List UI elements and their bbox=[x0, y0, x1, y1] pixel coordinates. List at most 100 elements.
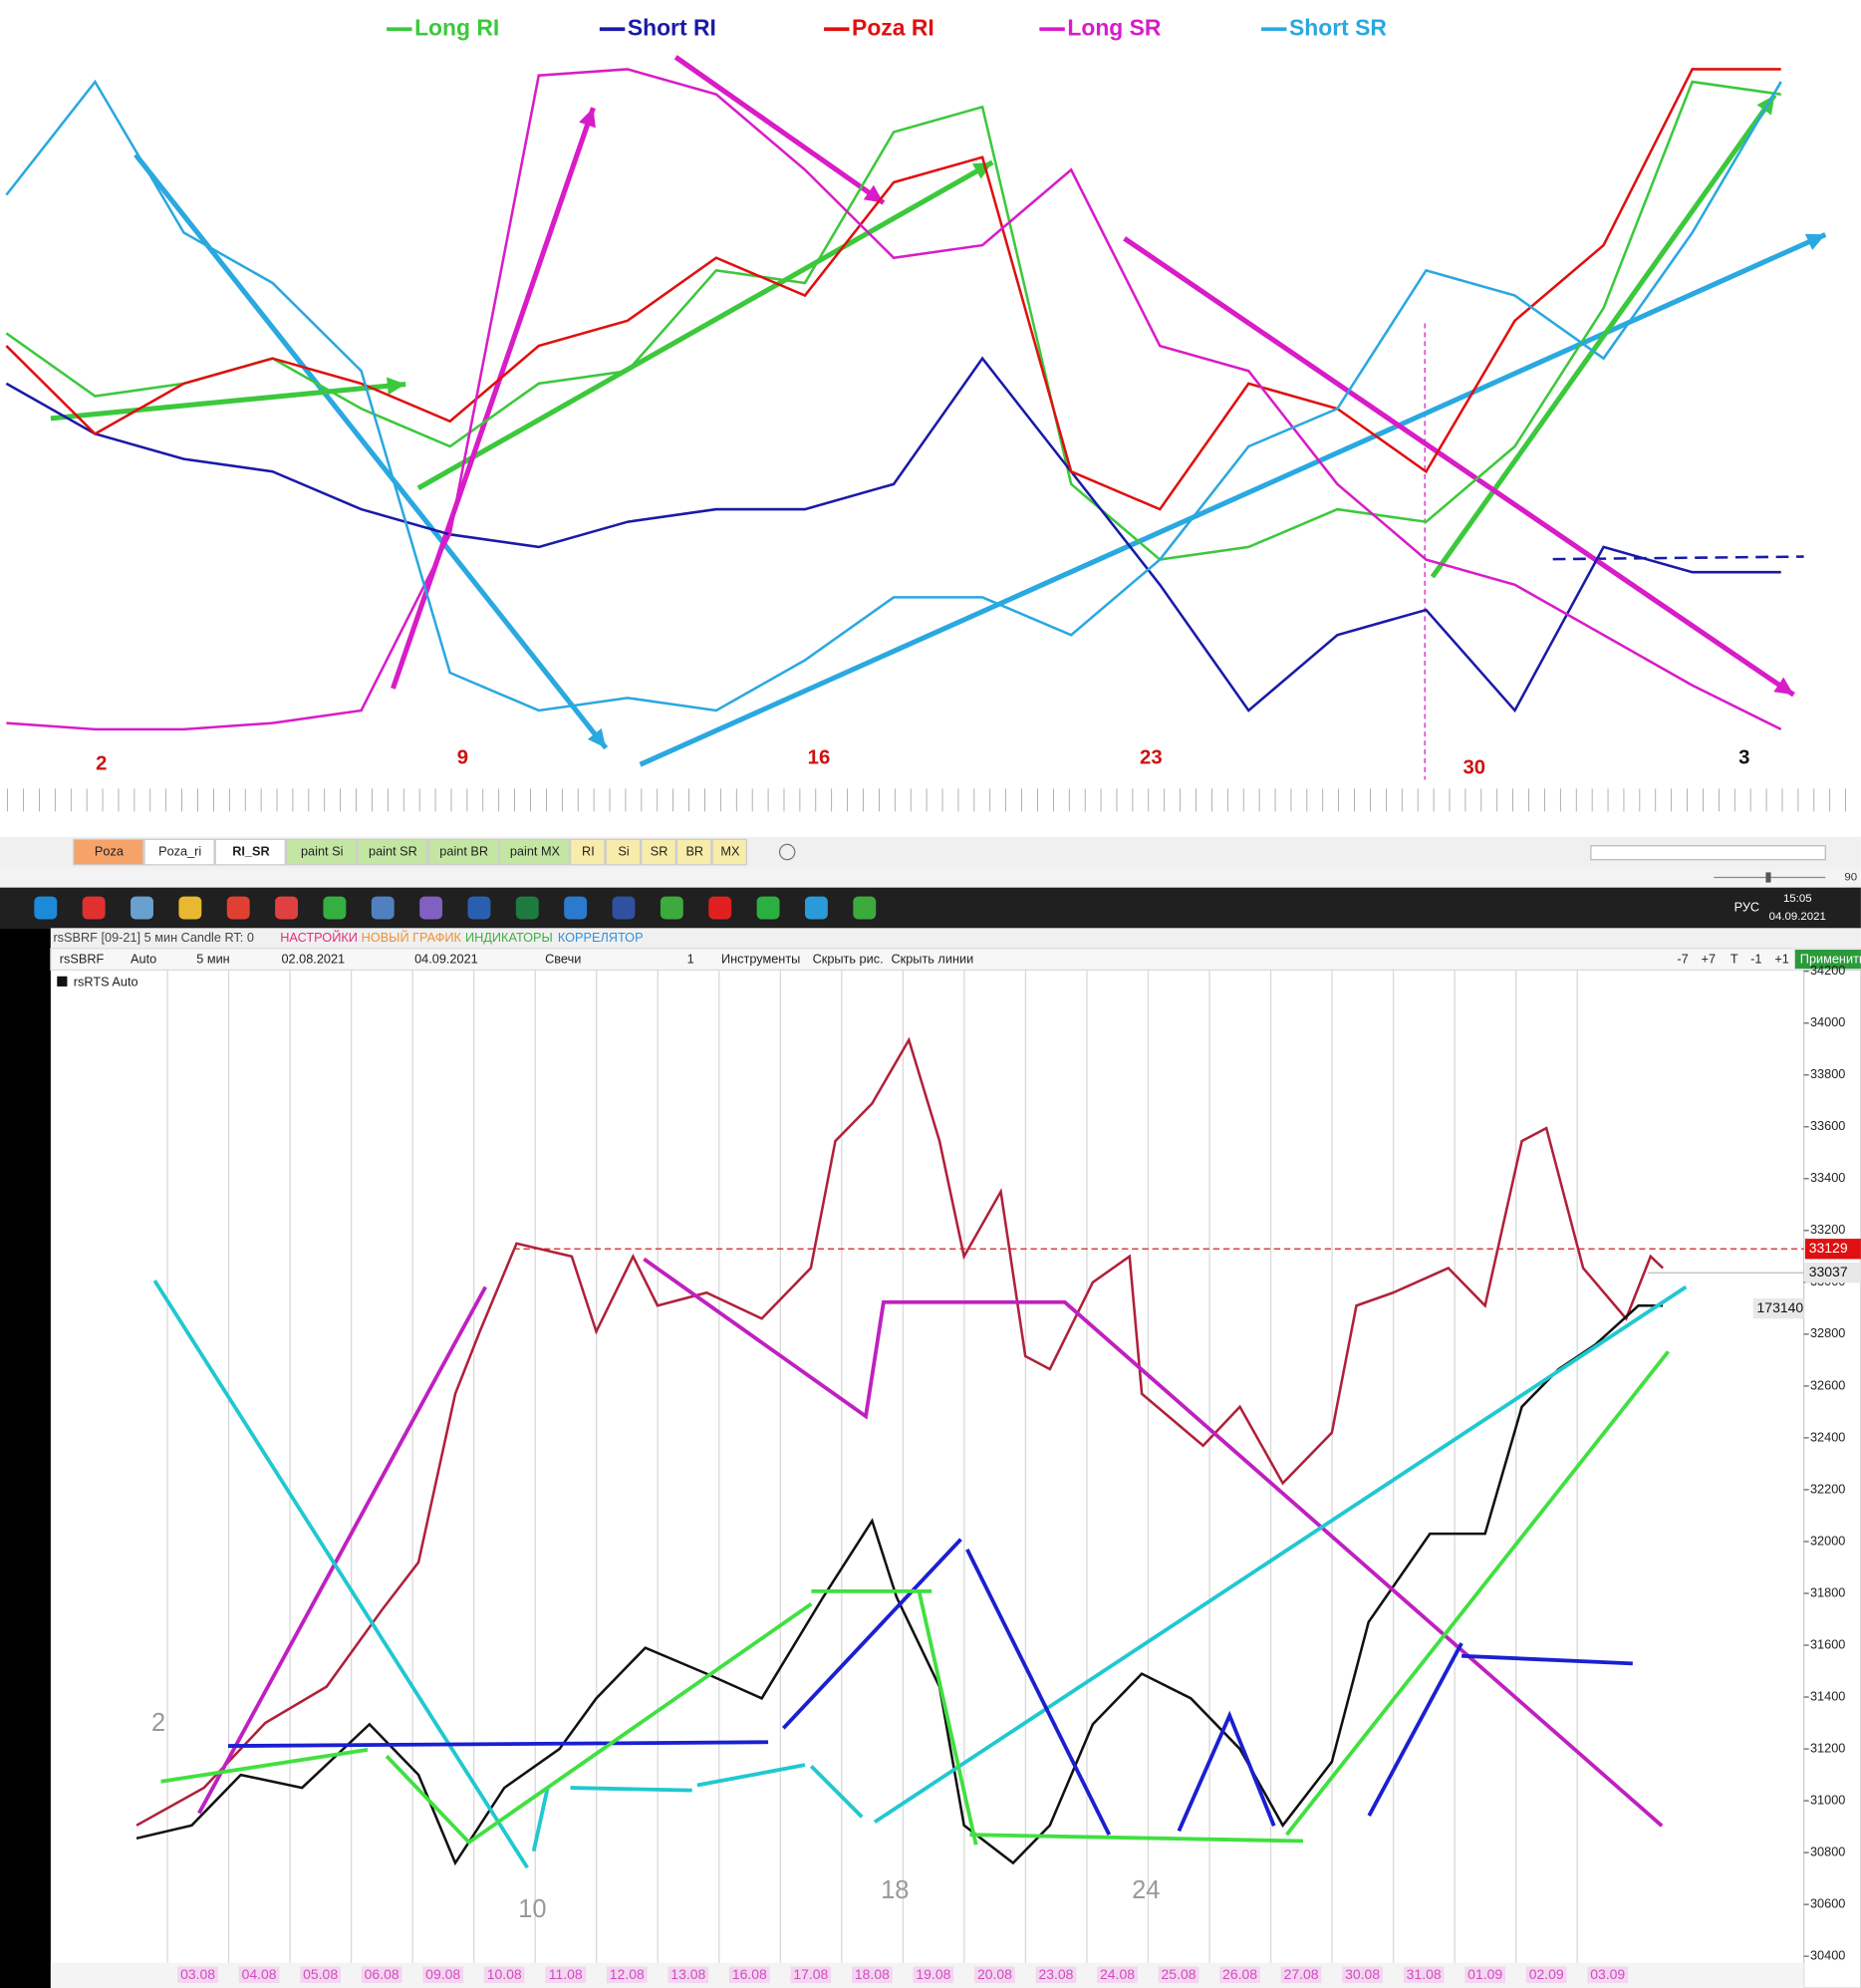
toolbar-field[interactable]: +1 bbox=[1774, 952, 1789, 967]
week-label: 24 bbox=[1132, 1876, 1160, 1904]
date-box bbox=[1464, 1966, 1506, 1984]
toolbar-field[interactable]: Применить bbox=[1800, 952, 1861, 967]
sheet-tab-label[interactable]: RI bbox=[582, 843, 595, 858]
sheet-tab[interactable] bbox=[675, 838, 712, 866]
app-icon[interactable] bbox=[756, 896, 780, 920]
date-box bbox=[667, 1966, 709, 1984]
app-icon[interactable] bbox=[371, 896, 395, 920]
app-icon[interactable] bbox=[708, 896, 732, 920]
app-icon[interactable] bbox=[804, 896, 828, 920]
price-tag-label: 33129 bbox=[1809, 1240, 1848, 1256]
sheet-tab[interactable] bbox=[427, 838, 499, 866]
toolbar-field[interactable]: Скрыть линии bbox=[891, 952, 973, 967]
sheet-tab[interactable] bbox=[285, 838, 358, 866]
toolbar-field[interactable]: +7 bbox=[1702, 952, 1717, 967]
arrow-head bbox=[1804, 233, 1826, 250]
drawn-line bbox=[197, 1285, 488, 1815]
toolbar-field[interactable]: rsSBRF bbox=[60, 952, 105, 967]
toolbar-field[interactable]: T bbox=[1730, 952, 1738, 967]
trend-arrow bbox=[1123, 236, 1795, 698]
x-tick-label: 19.08 bbox=[916, 1966, 950, 1982]
toolbar-field[interactable]: 02.08.2021 bbox=[281, 952, 345, 967]
app-icon[interactable] bbox=[564, 896, 588, 920]
app-icon[interactable] bbox=[419, 896, 443, 920]
menu-item[interactable]: НАСТРОЙКИ bbox=[280, 930, 358, 945]
sheet-tab-label[interactable]: RI_SR bbox=[232, 843, 269, 858]
sheet-tab[interactable] bbox=[214, 838, 286, 866]
toolbar-field[interactable]: -7 bbox=[1677, 952, 1688, 967]
sheet-tab[interactable] bbox=[357, 838, 428, 866]
menu-item[interactable]: НОВЫЙ ГРАФИК bbox=[362, 930, 462, 945]
drawn-line bbox=[965, 1549, 1112, 1837]
toolbar-field[interactable]: Свечи bbox=[545, 952, 581, 967]
x-tick-label: 04.08 bbox=[242, 1966, 277, 1982]
app-icon[interactable] bbox=[226, 896, 250, 920]
app-icon[interactable] bbox=[660, 896, 683, 920]
sheet-tab-label[interactable]: paint MX bbox=[510, 843, 561, 858]
series-line bbox=[135, 1036, 1664, 1827]
sheet-tab[interactable] bbox=[73, 838, 144, 866]
menu-item[interactable]: КОРРЕЛЯТОР bbox=[558, 930, 644, 945]
app-icon[interactable] bbox=[34, 896, 58, 920]
sheet-tab-label[interactable]: Poza bbox=[95, 843, 125, 858]
sheet-tab[interactable] bbox=[711, 838, 748, 866]
sheet-tab-label[interactable]: paint SR bbox=[369, 843, 417, 858]
drawn-line bbox=[531, 1787, 550, 1852]
drawn-lines bbox=[152, 1257, 1688, 1869]
x-tick-label: 02.09 bbox=[1529, 1966, 1564, 1982]
series-line bbox=[6, 68, 1782, 731]
toolbar-field[interactable]: 1 bbox=[687, 952, 694, 967]
date-box bbox=[422, 1966, 464, 1984]
date-box bbox=[545, 1966, 587, 1984]
legend-label: Long SR bbox=[1067, 14, 1162, 40]
scrollbar[interactable] bbox=[1590, 845, 1826, 861]
date-box bbox=[1219, 1966, 1260, 1984]
sheet-tab-label[interactable]: MX bbox=[720, 843, 740, 858]
sheet-tab-label[interactable]: paint BR bbox=[439, 843, 488, 858]
app-icon[interactable] bbox=[82, 896, 106, 920]
toolbar-field[interactable]: Auto bbox=[131, 952, 156, 967]
app-icon[interactable] bbox=[131, 896, 153, 920]
x-tick-label: 24.08 bbox=[1100, 1966, 1135, 1982]
add-sheet[interactable] bbox=[778, 843, 796, 861]
app-icon[interactable] bbox=[323, 896, 347, 920]
series-line bbox=[5, 80, 1781, 561]
scaled-layer: Long RI Short RI Poza RI Long SR Short SR 2 9 1… bbox=[0, 14, 1861, 1988]
app-icon[interactable] bbox=[612, 896, 636, 920]
toolbar-field[interactable]: 04.09.2021 bbox=[414, 952, 478, 967]
sheet-tab-label[interactable]: paint Si bbox=[301, 843, 343, 858]
sheet-tab[interactable] bbox=[143, 838, 215, 866]
drawn-line bbox=[809, 1765, 864, 1819]
drawn-line bbox=[643, 1257, 1664, 1828]
app-icon[interactable] bbox=[515, 896, 539, 920]
app-icon[interactable] bbox=[853, 896, 877, 920]
toolbar-field[interactable]: -1 bbox=[1750, 952, 1761, 967]
y-tick-label: 33800 bbox=[1810, 1066, 1845, 1081]
arrow-head bbox=[579, 108, 596, 129]
date-box bbox=[238, 1966, 280, 1984]
sheet-tab[interactable] bbox=[569, 838, 606, 866]
sheet-tab-label[interactable]: BR bbox=[685, 843, 703, 858]
toolbar-field[interactable]: Инструменты bbox=[721, 952, 800, 967]
apply-button[interactable] bbox=[1794, 950, 1861, 970]
menu-item[interactable]: ИНДИКАТОРЫ bbox=[465, 930, 553, 945]
sheet-tab-label[interactable]: Si bbox=[618, 843, 629, 858]
drawn-line bbox=[696, 1763, 806, 1788]
zoom-thumb[interactable] bbox=[1765, 872, 1771, 883]
sheet-tab-label[interactable]: Poza_ri bbox=[158, 843, 201, 858]
y-tick-label: 34000 bbox=[1810, 1014, 1845, 1029]
sheet-tab[interactable] bbox=[641, 838, 676, 866]
date-box bbox=[606, 1966, 648, 1984]
toolbar-field[interactable]: Скрыть рис. bbox=[813, 952, 884, 967]
app-icon[interactable] bbox=[275, 896, 299, 920]
sheet-tab[interactable] bbox=[498, 838, 570, 866]
taskbar bbox=[0, 887, 1861, 929]
toolbar-field[interactable]: 5 мин bbox=[196, 952, 229, 967]
y-tick-label: 32000 bbox=[1810, 1533, 1845, 1548]
app-icon[interactable] bbox=[178, 896, 202, 920]
app-icon[interactable] bbox=[467, 896, 491, 920]
week-label: 18 bbox=[881, 1876, 909, 1904]
sheet-tab-label[interactable]: SR bbox=[651, 843, 668, 858]
sheet-tab[interactable] bbox=[605, 838, 642, 866]
